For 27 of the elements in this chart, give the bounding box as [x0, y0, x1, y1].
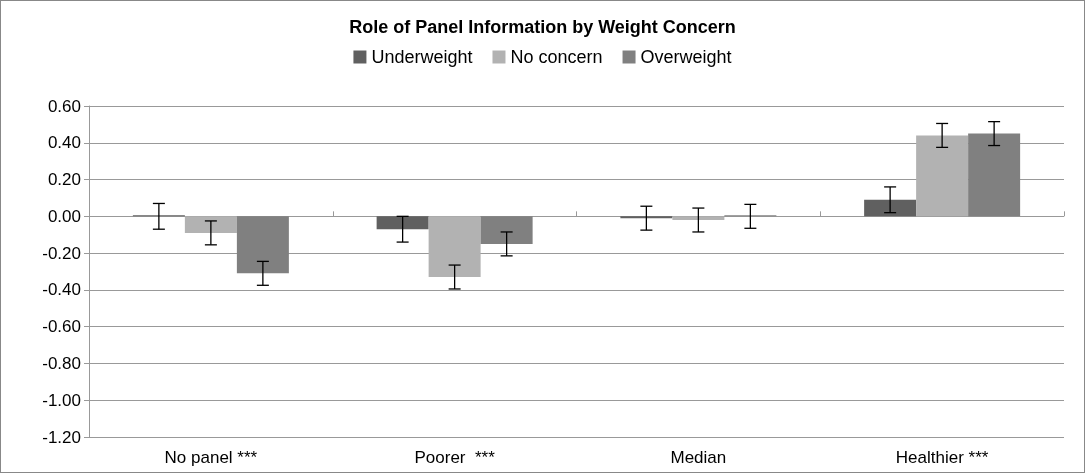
- y-tick-label: -0.80: [42, 353, 81, 373]
- y-tick-label: 0.20: [47, 170, 81, 190]
- y-tick-label: -1.00: [42, 390, 81, 410]
- y-tick-label: -0.40: [42, 280, 81, 300]
- legend-label: No concern: [510, 47, 603, 67]
- chart-title: Role of Panel Information by Weight Concern: [349, 17, 736, 37]
- bar: [184, 216, 237, 233]
- bar: [968, 133, 1021, 217]
- legend-label: Overweight: [640, 47, 732, 67]
- y-tick-label: 0.00: [47, 206, 81, 226]
- bar: [376, 216, 429, 230]
- bar: [428, 216, 481, 278]
- y-tick-label: -1.20: [42, 427, 81, 447]
- y-tick-label: 0.60: [47, 96, 81, 116]
- y-tick-label: 0.40: [47, 133, 81, 153]
- bar: [864, 199, 917, 217]
- x-tick-label: Healthier ***: [895, 448, 989, 467]
- x-tick-label: Poorer ***: [414, 448, 496, 467]
- bar: [236, 216, 289, 274]
- bar: [916, 135, 969, 217]
- y-tick-label: -0.60: [42, 317, 81, 337]
- x-tick-label: No panel ***: [164, 448, 258, 467]
- bar: [672, 216, 725, 221]
- legend-label: Underweight: [371, 47, 473, 67]
- y-tick-label: -0.20: [42, 243, 81, 263]
- bar: [480, 216, 533, 244]
- x-tick-label: Median: [670, 448, 727, 467]
